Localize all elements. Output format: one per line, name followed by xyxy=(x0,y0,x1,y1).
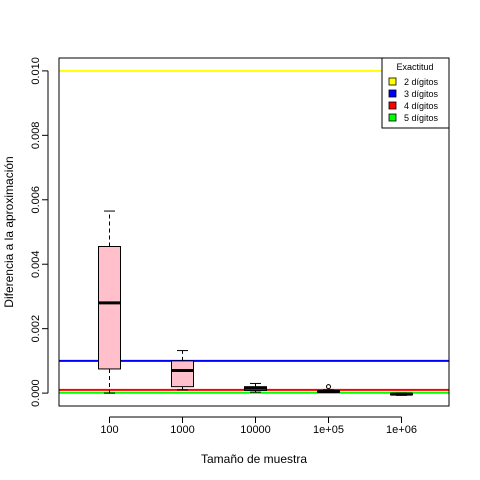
legend-entry: 4 dígitos xyxy=(388,101,439,111)
boxplot-1000 xyxy=(171,350,194,391)
x-axis: 100 1000 10000 1e+05 1e+06 xyxy=(100,416,417,436)
legend-swatch xyxy=(388,113,397,122)
y-axis: 0.000 0.002 0.004 0.006 0.008 0.010 xyxy=(30,57,49,407)
boxplot-100 xyxy=(98,210,121,394)
plot-frame xyxy=(58,57,450,407)
x-axis-title: Tamaño de muestra xyxy=(201,452,307,466)
box xyxy=(98,246,121,370)
legend-swatch xyxy=(388,77,397,86)
legend-swatch xyxy=(388,101,397,110)
legend-label: 2 dígitos xyxy=(404,77,439,87)
legend-label: 4 dígitos xyxy=(404,101,439,111)
legend: Exactitud 2 dígitos 3 dígitos 4 dígitos 5 d… xyxy=(381,57,450,129)
x-tick-label: 1e+05 xyxy=(313,424,344,436)
boxplot-1e+06 xyxy=(390,392,413,396)
x-tick-label: 1e+06 xyxy=(386,424,417,436)
y-tick-label: 0.000 xyxy=(30,379,42,407)
legend-title: Exactitud xyxy=(396,62,433,72)
boxplot-10000 xyxy=(244,382,267,393)
legend-entry: 2 dígitos xyxy=(388,77,439,87)
x-tick-label: 100 xyxy=(100,424,118,436)
y-tick-label: 0.010 xyxy=(30,57,42,85)
box xyxy=(171,360,194,388)
y-tick-label: 0.006 xyxy=(30,186,42,214)
legend-entry: 3 dígitos xyxy=(388,89,439,99)
y-tick-label: 0.004 xyxy=(30,250,42,278)
y-tick-label: 0.002 xyxy=(30,315,42,343)
x-tick-label: 1000 xyxy=(170,424,194,436)
x-tick-label: 10000 xyxy=(240,424,271,436)
legend-label: 3 dígitos xyxy=(404,89,439,99)
y-axis-title: Diferencia a la aproximación xyxy=(2,156,16,307)
y-tick-label: 0.008 xyxy=(30,122,42,150)
legend-entries: 2 dígitos 3 dígitos 4 dígitos 5 dígitos xyxy=(388,77,439,123)
legend-label: 5 dígitos xyxy=(404,113,439,123)
legend-swatch xyxy=(388,89,397,98)
boxplots xyxy=(98,210,413,396)
boxplot-1e+05 xyxy=(317,384,340,393)
outlier-point xyxy=(326,384,331,390)
legend-entry: 5 dígitos xyxy=(388,113,439,123)
